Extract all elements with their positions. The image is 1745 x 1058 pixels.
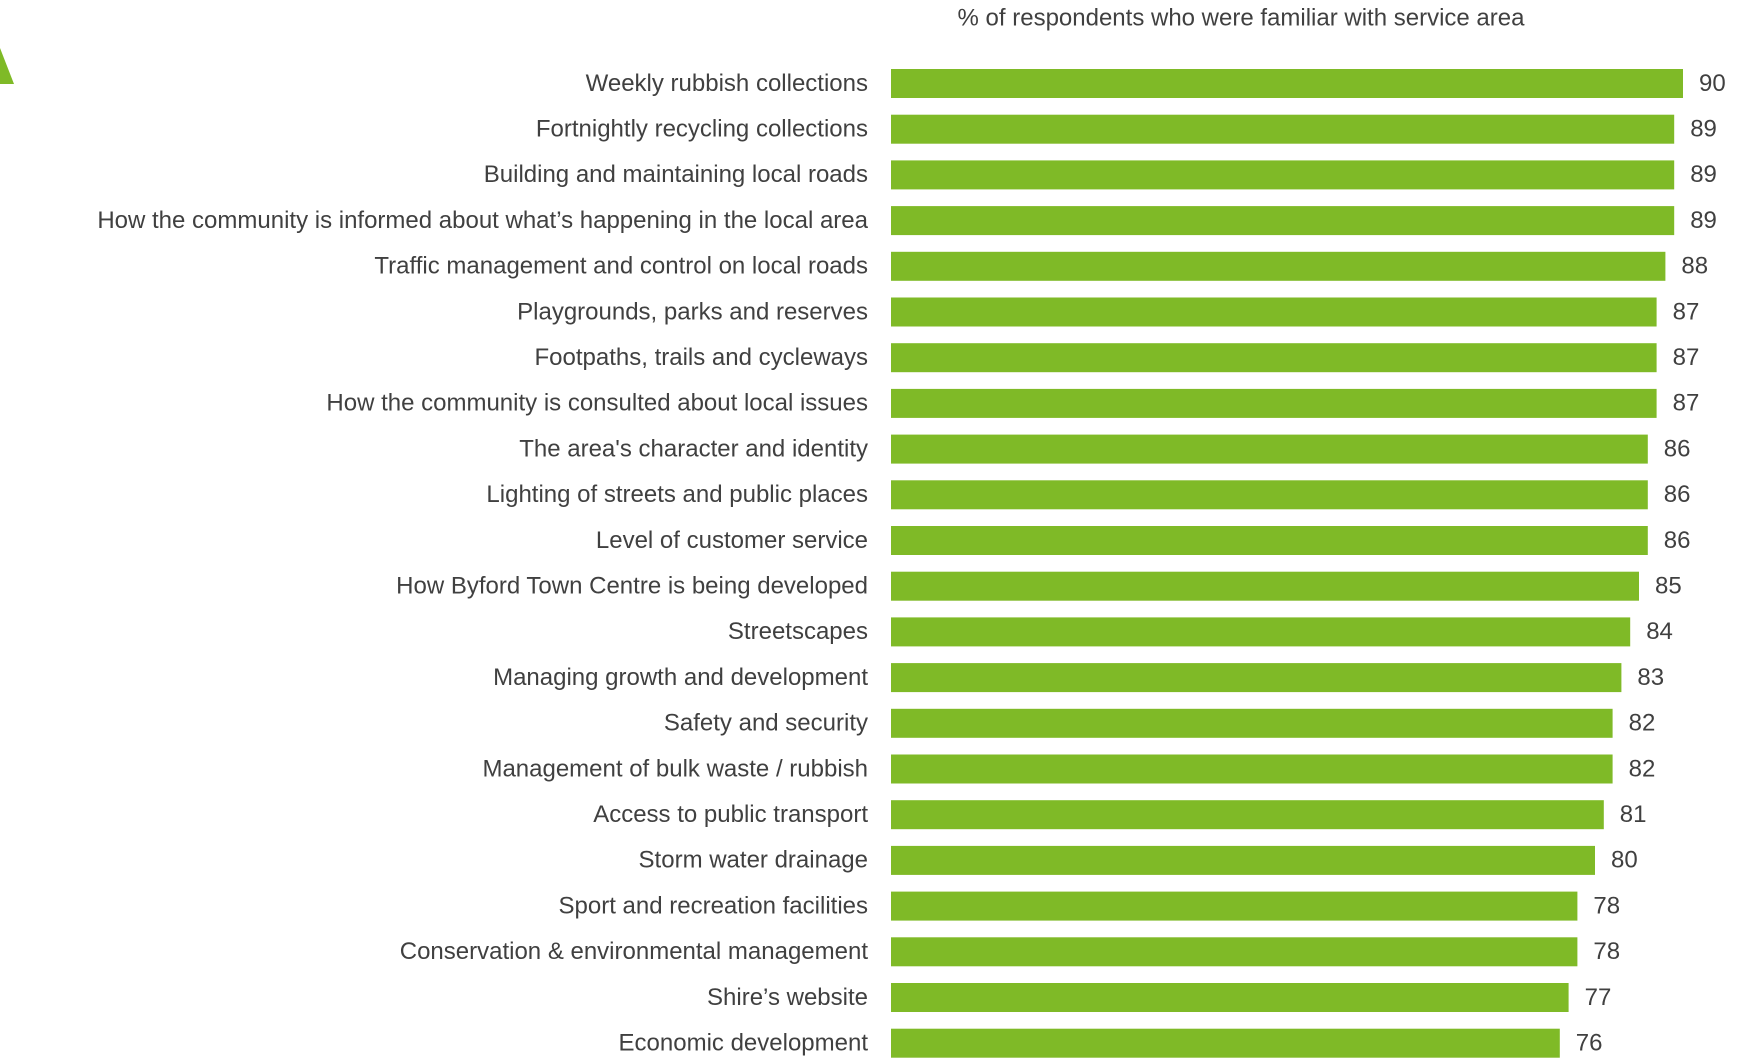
value-label: 86: [1664, 435, 1691, 462]
bar: [891, 983, 1569, 1012]
bar: [891, 69, 1683, 98]
value-label: 89: [1690, 161, 1717, 188]
bar: [891, 1028, 1560, 1058]
bar: [891, 114, 1675, 144]
category-label: How the community is consulted about loc…: [326, 390, 868, 417]
category-label: Streetscapes: [728, 618, 868, 645]
bar: [891, 708, 1613, 738]
bar: [891, 937, 1578, 967]
category-label: Weekly rubbish collections: [586, 70, 868, 97]
bar: [891, 617, 1631, 647]
category-label: Traffic management and control on local …: [374, 253, 868, 280]
value-label: 77: [1585, 984, 1612, 1011]
category-label: Footpaths, trails and cycleways: [535, 344, 868, 371]
value-label: 82: [1629, 755, 1656, 782]
category-label: Level of customer service: [596, 527, 868, 554]
bar: [891, 388, 1657, 418]
bar: [891, 845, 1595, 875]
category-label: Shire’s website: [707, 984, 868, 1011]
bar: [891, 800, 1604, 830]
bar: [891, 343, 1657, 373]
value-label: 88: [1681, 253, 1708, 280]
category-label: Managing growth and development: [493, 664, 868, 691]
value-label: 85: [1655, 573, 1682, 600]
category-label: The area's character and identity: [519, 435, 868, 462]
bar: [891, 526, 1648, 555]
bar: [891, 571, 1639, 601]
value-label: 89: [1690, 207, 1717, 234]
value-label: 82: [1629, 710, 1656, 737]
value-label: 87: [1673, 344, 1700, 371]
value-label: 87: [1673, 298, 1700, 325]
category-label: Access to public transport: [593, 801, 868, 828]
bar: [891, 206, 1675, 236]
value-label: 81: [1620, 801, 1647, 828]
category-label: Economic development: [619, 1030, 869, 1057]
value-label: 78: [1593, 938, 1620, 965]
value-label: 78: [1593, 892, 1620, 919]
value-label: 84: [1646, 618, 1673, 645]
value-label: 90: [1699, 70, 1726, 97]
category-label: Fortnightly recycling collections: [536, 116, 868, 143]
category-label: Safety and security: [664, 710, 868, 737]
bar: [891, 891, 1578, 921]
category-label: Conservation & environmental management: [400, 938, 869, 965]
value-label: 89: [1690, 116, 1717, 143]
bar: [891, 663, 1622, 693]
category-label: Storm water drainage: [639, 847, 868, 874]
category-label: Playgrounds, parks and reserves: [517, 298, 868, 325]
category-label: How Byford Town Centre is being develope…: [396, 573, 868, 600]
chart-title: % of respondents who were familiar with …: [958, 4, 1526, 31]
bar: [891, 434, 1648, 464]
bar: [891, 480, 1648, 510]
value-label: 76: [1576, 1030, 1603, 1057]
category-label: Lighting of streets and public places: [486, 481, 868, 508]
bar: [891, 160, 1675, 190]
bar: [891, 297, 1657, 327]
value-label: 83: [1637, 664, 1664, 691]
decoration: [0, 48, 14, 84]
value-label: 86: [1664, 481, 1691, 508]
category-label: Sport and recreation facilities: [559, 892, 869, 919]
category-label: Management of bulk waste / rubbish: [482, 755, 868, 782]
value-label: 86: [1664, 527, 1691, 554]
value-label: 80: [1611, 847, 1638, 874]
bar: [891, 251, 1666, 281]
category-label: How the community is informed about what…: [97, 207, 868, 234]
value-label: 87: [1673, 390, 1700, 417]
bar: [891, 754, 1613, 784]
category-label: Building and maintaining local roads: [484, 161, 868, 188]
